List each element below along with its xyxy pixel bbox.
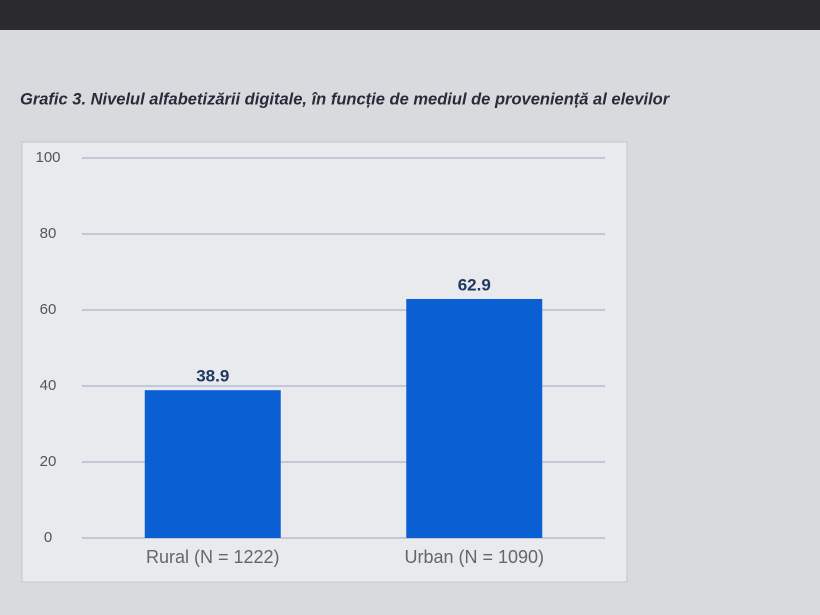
x-tick-label: Urban (N = 1090) xyxy=(404,547,544,567)
top-bar xyxy=(0,0,820,30)
value-label: 38.9 xyxy=(196,367,229,386)
y-tick-label: 40 xyxy=(40,377,57,394)
x-tick-label: Rural (N = 1222) xyxy=(146,547,280,567)
bar xyxy=(406,298,543,538)
y-tick-label: 80 xyxy=(40,225,57,242)
bar xyxy=(144,390,281,538)
y-tick-label: 20 xyxy=(40,453,57,470)
chart-title: Grafic 3. Nivelul alfabetizării digitale… xyxy=(20,90,671,108)
y-tick-label: 100 xyxy=(35,149,60,166)
y-tick-label: 0 xyxy=(44,529,52,546)
value-label: 62.9 xyxy=(458,275,491,294)
y-tick-label: 60 xyxy=(40,301,57,318)
